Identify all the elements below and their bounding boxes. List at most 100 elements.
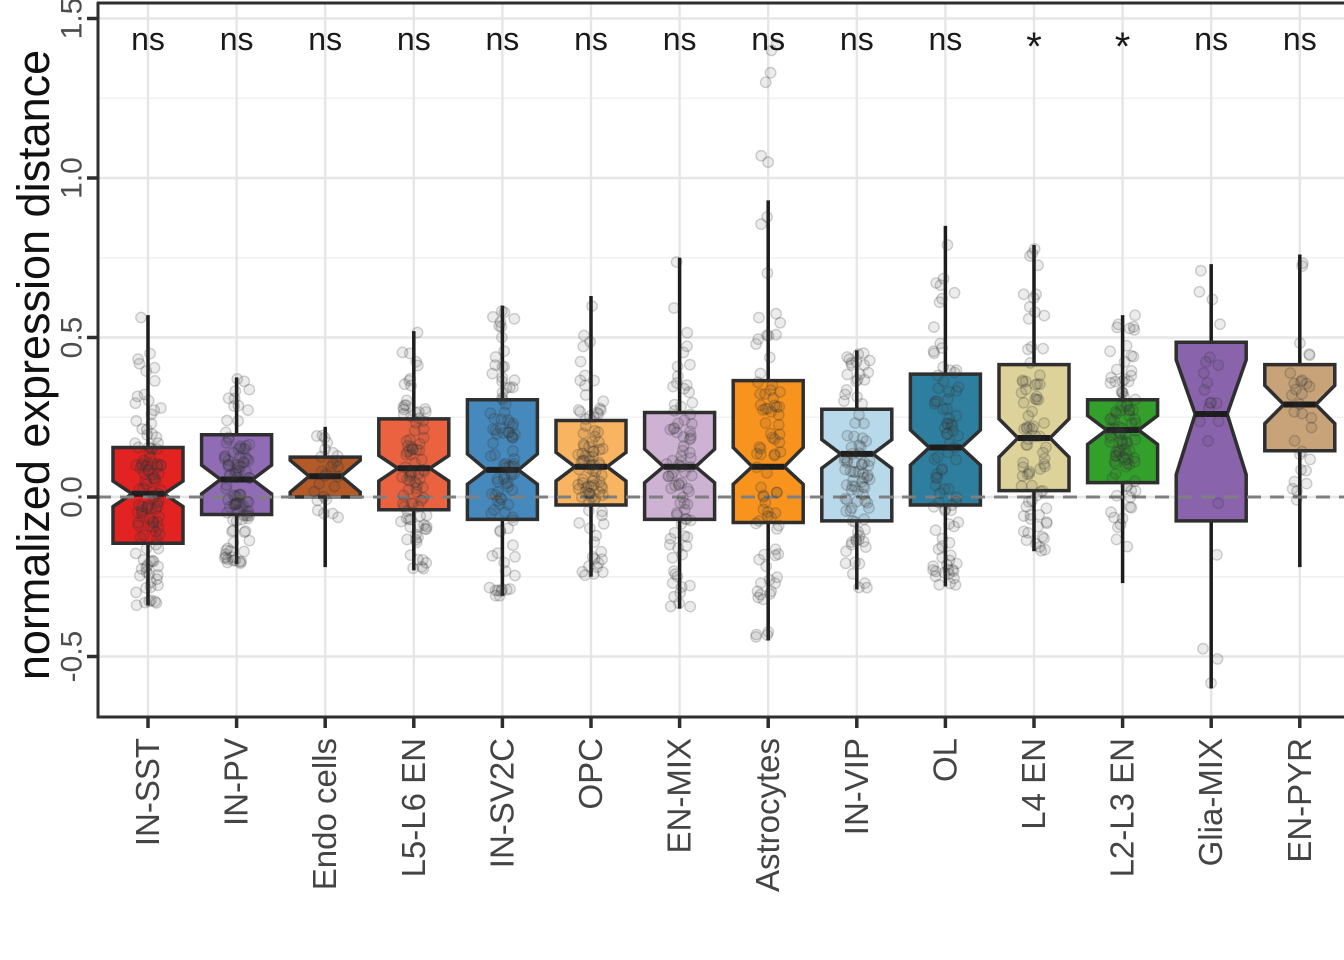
jitter-point bbox=[143, 446, 156, 459]
jitter-point bbox=[219, 450, 231, 462]
jitter-point bbox=[751, 447, 763, 460]
jitter-point bbox=[596, 553, 608, 566]
jitter-point bbox=[947, 565, 960, 577]
jitter-point bbox=[321, 436, 334, 449]
jitter-point bbox=[686, 396, 699, 409]
jitter-point bbox=[499, 461, 512, 474]
jitter-point bbox=[588, 553, 601, 565]
jitter-point bbox=[858, 513, 870, 526]
jitter-point bbox=[143, 512, 156, 525]
jitter-point bbox=[1120, 448, 1133, 460]
jitter-point bbox=[145, 594, 158, 607]
jitter-point bbox=[589, 430, 601, 443]
jitter-point bbox=[668, 421, 681, 434]
jitter-point bbox=[404, 448, 417, 461]
jitter-point bbox=[220, 479, 233, 491]
jitter-point bbox=[588, 374, 600, 387]
jitter-point bbox=[771, 486, 783, 499]
jitter-point bbox=[1031, 489, 1043, 502]
jitter-point bbox=[405, 379, 417, 392]
jitter-point bbox=[1128, 323, 1141, 336]
jitter-point bbox=[844, 465, 857, 477]
jitter-point bbox=[763, 351, 776, 364]
jitter-point bbox=[407, 497, 420, 510]
jitter-point bbox=[850, 535, 863, 547]
jitter-point bbox=[496, 392, 508, 404]
jitter-point bbox=[839, 388, 851, 401]
jitter-point bbox=[943, 536, 956, 549]
jitter-point bbox=[771, 523, 783, 535]
jitter-point bbox=[952, 516, 965, 529]
jitter-point bbox=[676, 548, 689, 561]
jitter-point bbox=[233, 488, 246, 501]
jitter-point bbox=[486, 549, 499, 562]
jitter-point bbox=[505, 466, 518, 479]
jitter-point bbox=[1212, 359, 1225, 371]
jitter-point bbox=[136, 457, 149, 470]
jitter-point bbox=[231, 497, 244, 510]
jitter-point bbox=[680, 379, 693, 391]
jitter-point bbox=[238, 456, 250, 469]
jitter-point bbox=[860, 435, 873, 447]
jitter-point bbox=[140, 478, 153, 491]
jitter-point bbox=[1294, 448, 1306, 461]
jitter-point bbox=[952, 381, 965, 393]
jitter-point bbox=[504, 583, 516, 595]
jitter-point bbox=[1305, 411, 1318, 424]
outlier-point bbox=[755, 149, 768, 162]
jitter-point bbox=[590, 529, 602, 542]
notched-box bbox=[377, 417, 451, 512]
jitter-point bbox=[580, 481, 593, 494]
jitter-point bbox=[1288, 475, 1301, 488]
jitter-point bbox=[668, 302, 680, 314]
jitter-point bbox=[582, 487, 595, 499]
jitter-point bbox=[499, 565, 512, 577]
jitter-point bbox=[405, 410, 418, 423]
x-tick-label: EN-MIX bbox=[661, 738, 698, 854]
outlier-point bbox=[770, 38, 783, 50]
jitter-point bbox=[754, 442, 767, 455]
jitter-point bbox=[414, 510, 427, 522]
jitter-point bbox=[572, 483, 585, 495]
jitter-point bbox=[151, 487, 164, 500]
jitter-point bbox=[129, 437, 142, 450]
jitter-point bbox=[839, 463, 851, 476]
jitter-point bbox=[494, 422, 507, 435]
jitter-point bbox=[401, 439, 414, 452]
jitter-point bbox=[145, 408, 158, 421]
jitter-point bbox=[315, 450, 327, 463]
jitter-point bbox=[750, 461, 763, 474]
jitter-point bbox=[593, 475, 606, 488]
jitter-point bbox=[219, 551, 232, 563]
jitter-point bbox=[857, 535, 870, 548]
significance-label: ns bbox=[131, 21, 165, 57]
jitter-point bbox=[667, 422, 680, 435]
jitter-point bbox=[1034, 485, 1047, 498]
jitter-point bbox=[574, 405, 587, 418]
x-tick-label: Endo cells bbox=[306, 738, 343, 890]
jitter-point bbox=[144, 451, 157, 464]
jitter-point bbox=[678, 530, 691, 542]
jitter-point bbox=[672, 417, 685, 430]
jitter-point bbox=[579, 413, 592, 425]
jitter-point bbox=[499, 398, 512, 410]
jitter-point bbox=[583, 560, 595, 573]
jitter-point bbox=[1023, 467, 1036, 480]
jitter-point bbox=[232, 414, 245, 427]
jitter-point bbox=[222, 458, 235, 471]
jitter-point bbox=[768, 448, 781, 461]
x-tick-label: EN-PYR bbox=[1281, 738, 1318, 863]
jitter-point bbox=[402, 513, 415, 526]
jitter-point bbox=[218, 451, 231, 463]
jitter-point bbox=[152, 560, 165, 573]
jitter-point bbox=[849, 417, 862, 429]
jitter-point bbox=[140, 460, 153, 473]
jitter-point bbox=[941, 238, 954, 251]
jitter-point bbox=[1119, 454, 1132, 466]
jitter-point bbox=[398, 378, 411, 391]
jitter-point bbox=[1127, 404, 1139, 417]
y-tick-label: 1.0 bbox=[56, 157, 89, 199]
jitter-point bbox=[327, 457, 339, 470]
jitter-point bbox=[952, 429, 965, 442]
jitter-point bbox=[489, 351, 502, 363]
